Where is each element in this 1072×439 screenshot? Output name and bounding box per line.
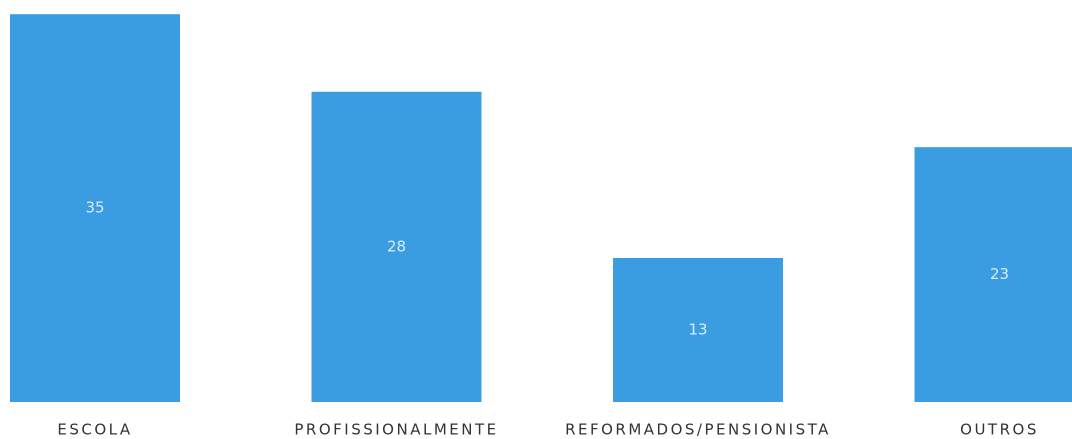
bar: [914, 147, 1072, 402]
x-tick-label: REFORMADOS/PENSIONISTA: [565, 421, 831, 439]
data-label: 13: [688, 320, 707, 338]
data-label: 23: [990, 265, 1009, 283]
data-label: 28: [387, 237, 406, 255]
bar: [10, 14, 180, 402]
x-tick-label: ESCOLA: [57, 421, 132, 439]
x-tick-label: PROFISSIONALMENTE: [294, 421, 498, 439]
bar: [613, 257, 783, 402]
bar: [311, 91, 482, 402]
data-label: 35: [85, 199, 104, 217]
x-tick-label: OUTROS: [960, 421, 1039, 439]
